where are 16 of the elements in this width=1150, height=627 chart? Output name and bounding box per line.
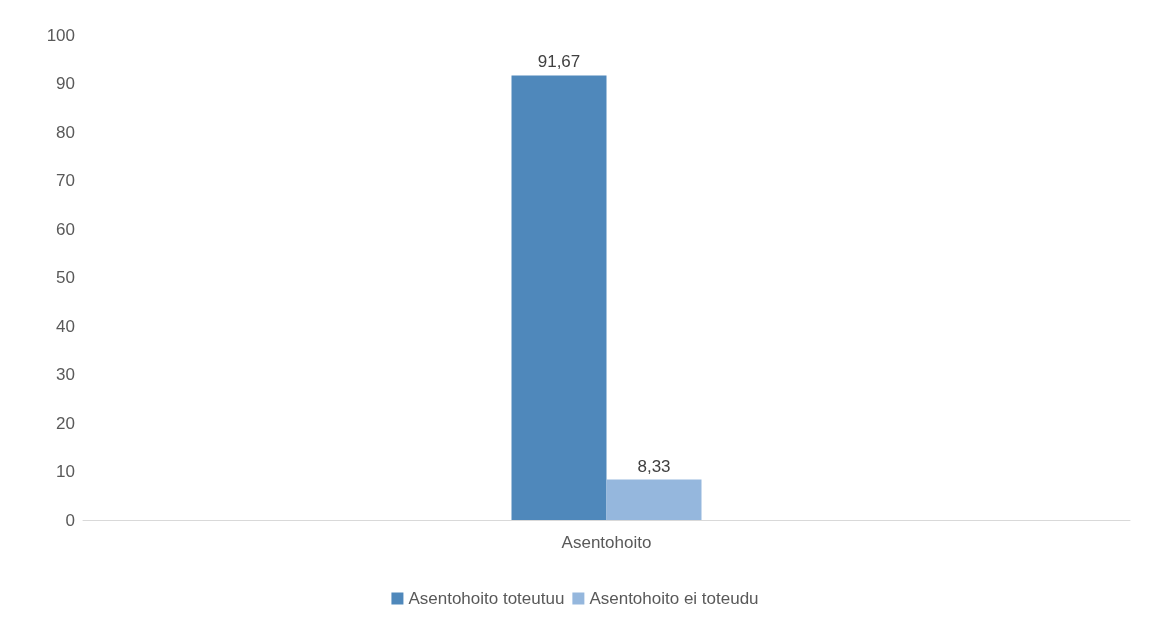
y-tick-label: 20 xyxy=(56,413,75,433)
y-tick-label: 10 xyxy=(56,462,75,481)
y-tick-label: 0 xyxy=(65,510,75,530)
y-tick-label: 30 xyxy=(56,365,75,384)
y-tick-label: 70 xyxy=(56,171,75,190)
x-tick-label: Asentohoito xyxy=(561,533,652,552)
legend-label: Asentohoito ei toteudu xyxy=(589,589,759,608)
y-tick-label: 50 xyxy=(56,268,75,287)
y-tick-label: 60 xyxy=(56,219,75,239)
y-tick-label: 40 xyxy=(56,316,75,336)
legend-label: Asentohoito toteutuu xyxy=(408,589,565,608)
y-tick-label: 90 xyxy=(56,74,75,93)
y-tick-label: 80 xyxy=(56,122,75,142)
y-tick-label: 100 xyxy=(46,25,75,45)
data-label: 8,33 xyxy=(637,456,671,476)
data-label: 91,67 xyxy=(537,52,581,72)
